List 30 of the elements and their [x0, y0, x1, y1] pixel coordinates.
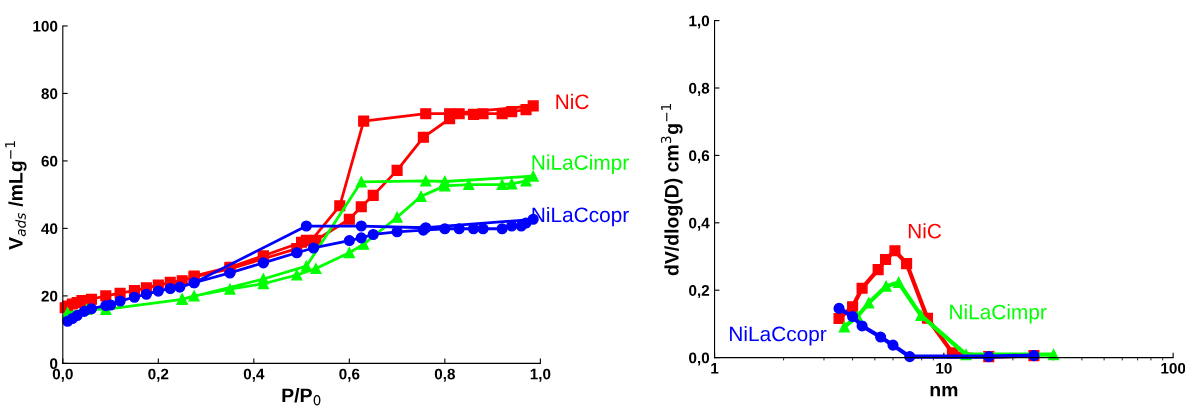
- series-label: NiLaCcopr: [532, 206, 629, 227]
- series-label: NiLaCcopr: [730, 326, 827, 346]
- y-tick-label: 60: [41, 155, 58, 167]
- y-axis-title: V$_{ads}$ /mLg$^{−1}$: [5, 141, 27, 250]
- y-tick-label: 80: [41, 88, 58, 100]
- x-tick-label: 1: [711, 363, 719, 374]
- y-tick-label: 20: [41, 290, 58, 302]
- x-tick-label: 0,6: [339, 368, 360, 382]
- x-tick-label: 0,0: [52, 368, 73, 382]
- y-tick-label: 40: [41, 223, 58, 235]
- y-tick-label: 100: [33, 20, 58, 32]
- x-axis-title: nm: [930, 385, 958, 397]
- x-tick-label: 10: [936, 362, 952, 374]
- series-label: NiC: [908, 223, 942, 239]
- x-tick-label: 0,2: [148, 368, 169, 382]
- x-tick-label: 100: [1161, 362, 1185, 374]
- x-tick-label: 0,8: [434, 368, 455, 382]
- x-axis-title: P/P$_{0}$: [282, 387, 321, 406]
- y-tick-label: 0,6: [689, 150, 710, 164]
- y-tick-label: 0,2: [689, 285, 710, 299]
- y-tick-label: 0: [50, 358, 58, 370]
- series-label: NiLaCimpr: [950, 304, 1047, 324]
- series-label: NiC: [556, 93, 589, 110]
- y-tick-label: 0,4: [689, 217, 710, 231]
- x-tick-label: 1,0: [530, 368, 551, 382]
- y-tick-label: 0,8: [689, 82, 710, 96]
- x-tick-label: 0,4: [243, 368, 265, 382]
- y-tick-label: 1,0: [689, 15, 710, 29]
- y-axis-title: dV/dlog(D) cm$^{3}$g$^{−1}$: [660, 103, 683, 276]
- series-label: NiLaCimpr: [532, 154, 629, 175]
